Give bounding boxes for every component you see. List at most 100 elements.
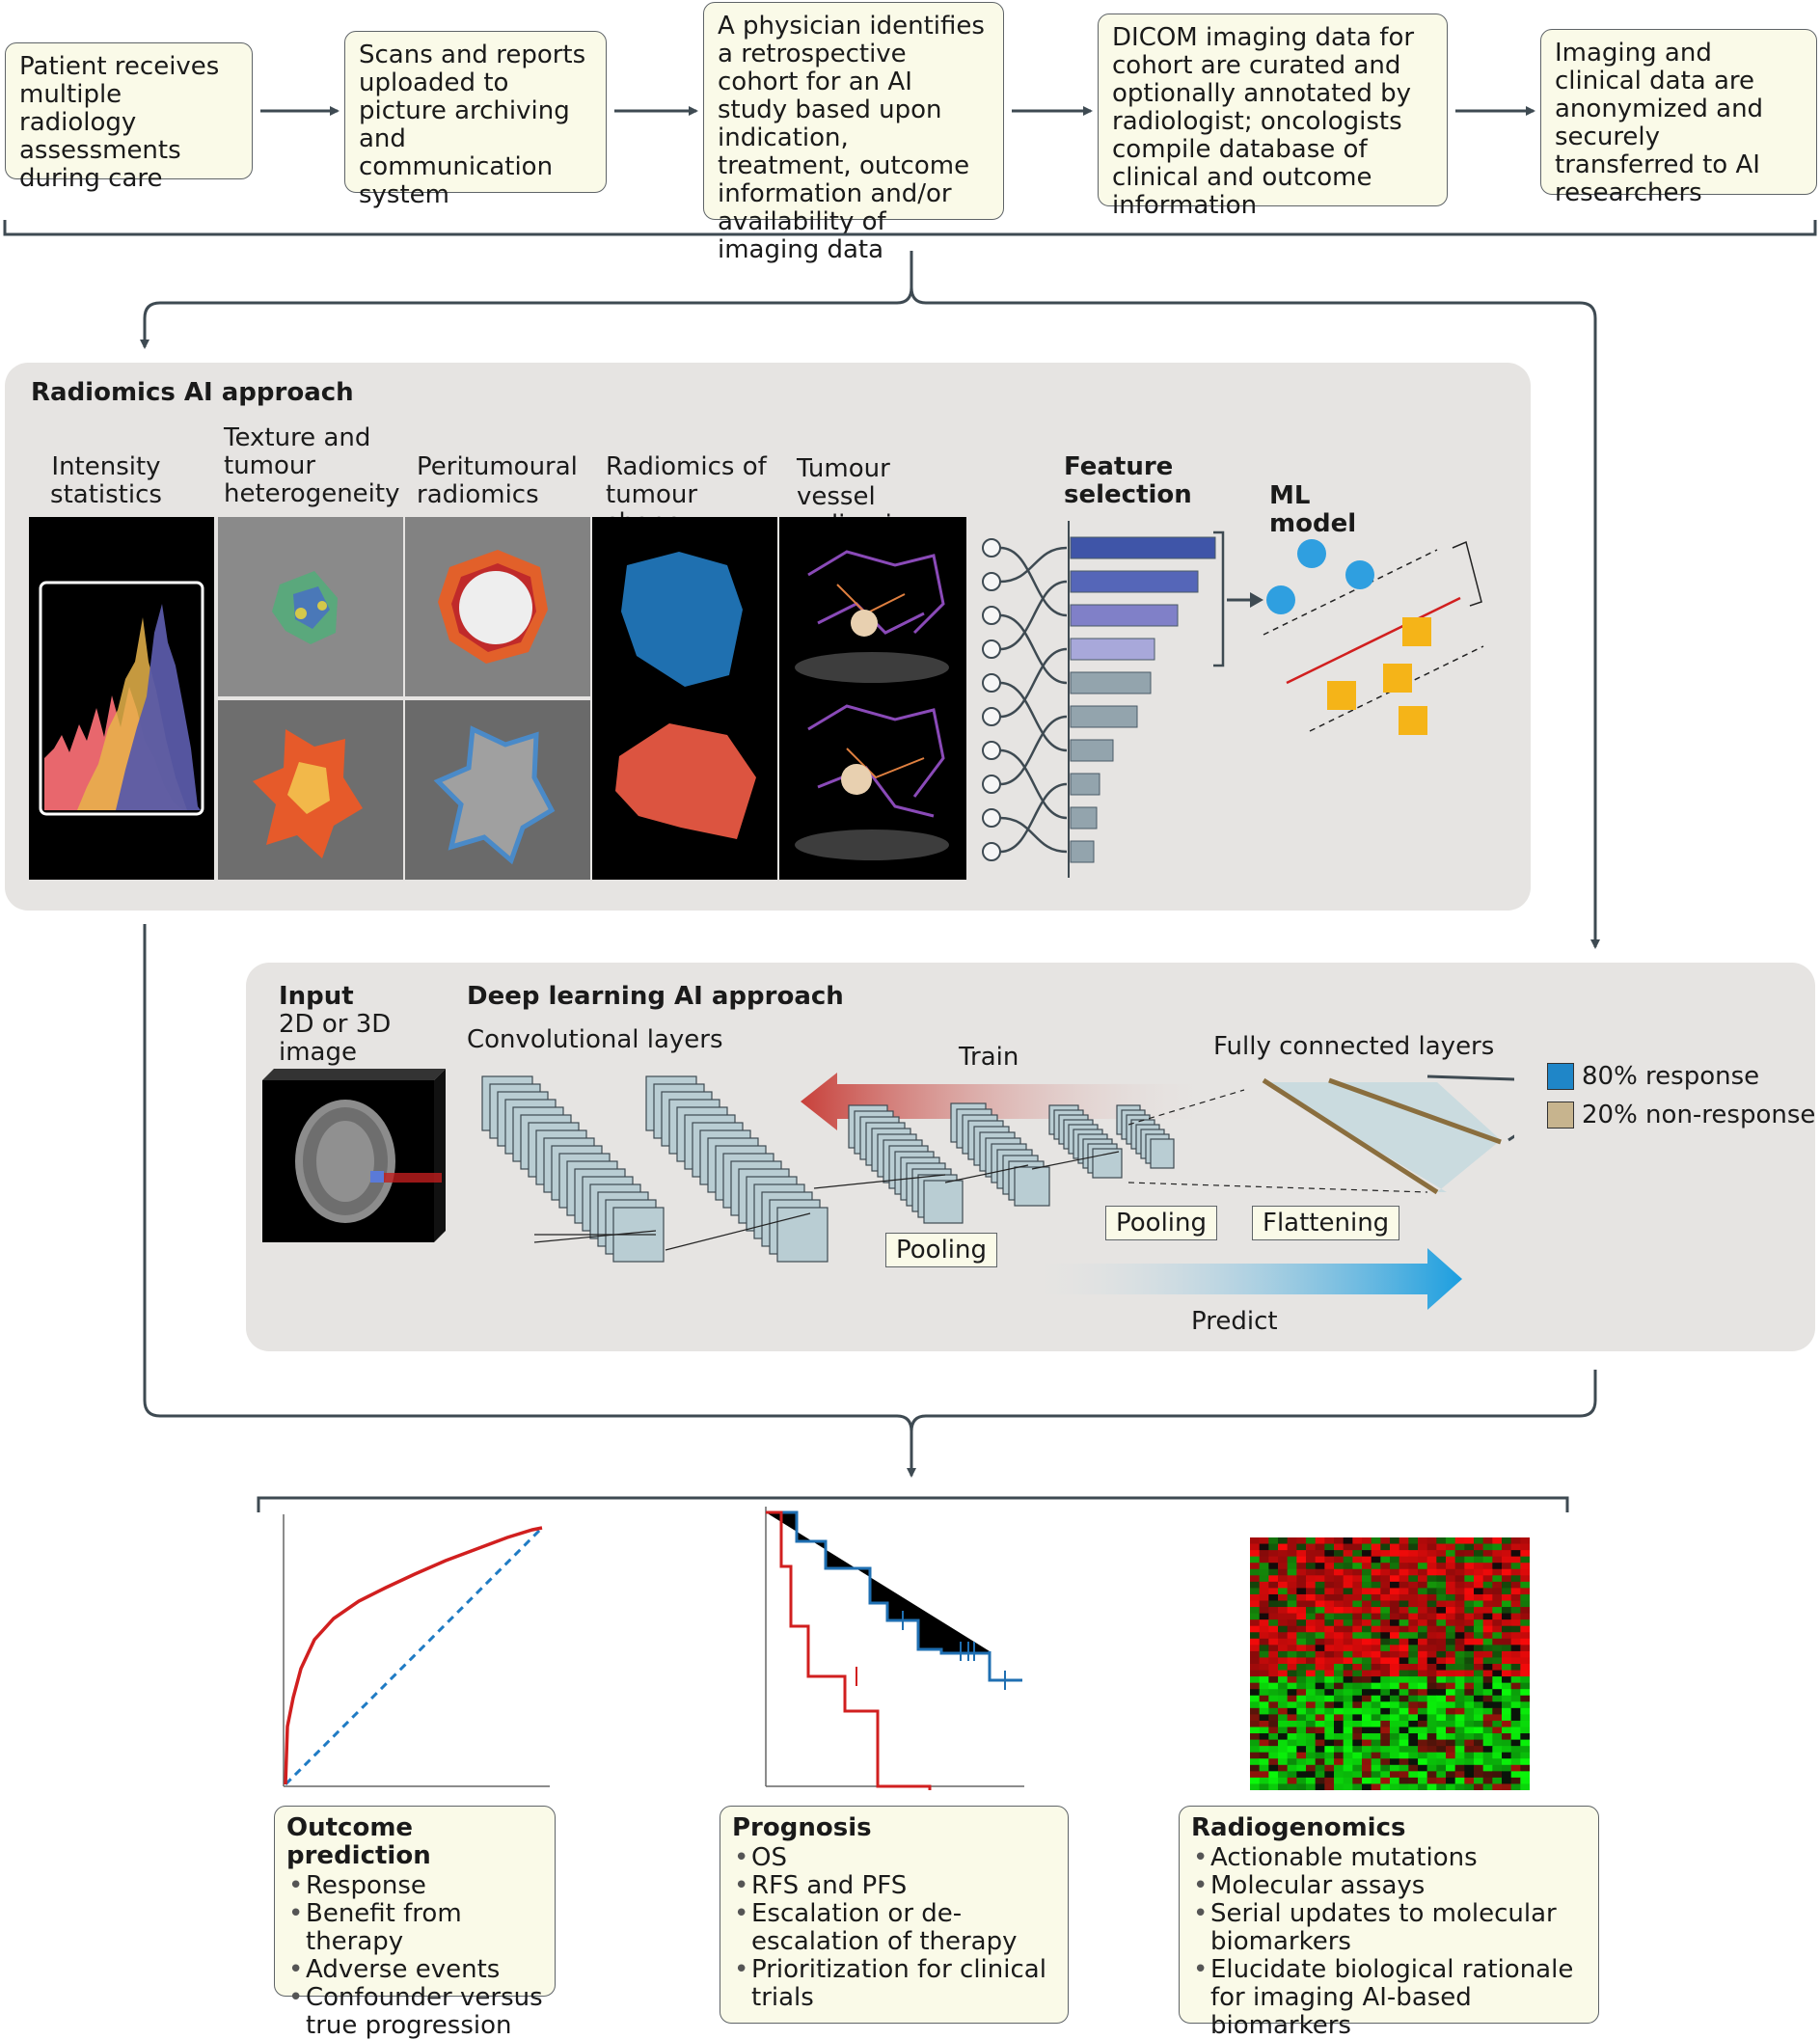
heatmap-cell: [1464, 1588, 1475, 1595]
heatmap-cell: [1380, 1543, 1391, 1551]
heatmap-cell: [1306, 1682, 1317, 1690]
heatmap-cell: [1259, 1746, 1269, 1754]
heatmap-cell: [1343, 1701, 1353, 1709]
heatmap-cell: [1278, 1714, 1289, 1722]
heatmap-cell: [1352, 1746, 1363, 1754]
pipeline-step-1: Patient receives multiple radiology asse…: [5, 42, 253, 193]
tumour-vessel-image: [779, 517, 966, 880]
heatmap-cell: [1287, 1777, 1297, 1785]
heatmap-cell: [1334, 1682, 1345, 1690]
heatmap-cell: [1334, 1537, 1345, 1545]
heatmap-cell: [1371, 1593, 1381, 1602]
heatmap-cell: [1352, 1556, 1363, 1564]
heatmap-cell: [1296, 1632, 1307, 1640]
heatmap-cell: [1510, 1764, 1521, 1772]
heatmap-cell: [1502, 1650, 1512, 1659]
heatmap-cell: [1315, 1581, 1325, 1589]
heatmap-cell: [1334, 1746, 1345, 1754]
heatmap-cell: [1474, 1638, 1484, 1646]
heatmap-cell: [1306, 1645, 1317, 1652]
heatmap-cell: [1259, 1783, 1269, 1790]
flattening-label: Flattening: [1252, 1206, 1400, 1240]
heatmap-cell: [1426, 1556, 1437, 1564]
heatmap-cell: [1296, 1657, 1307, 1665]
heatmap-cell: [1352, 1613, 1363, 1620]
heatmap-cell: [1306, 1563, 1317, 1570]
heatmap-cell: [1399, 1777, 1409, 1785]
heatmap-cell: [1446, 1632, 1456, 1640]
heatmap-cell: [1287, 1758, 1297, 1766]
heatmap-cell: [1482, 1632, 1493, 1640]
heatmap-cell: [1362, 1764, 1372, 1772]
heatmap-cell: [1362, 1600, 1372, 1608]
heatmap-cell: [1492, 1783, 1503, 1790]
heatmap-cell: [1362, 1537, 1372, 1545]
heatmap-cell: [1426, 1670, 1437, 1677]
heatmap-cell: [1510, 1689, 1521, 1697]
heatmap-cell: [1334, 1632, 1345, 1640]
heatmap-cell: [1510, 1625, 1521, 1633]
heatmap-cell: [1296, 1758, 1307, 1766]
heatmap-cell: [1454, 1682, 1465, 1690]
heatmap-cell: [1520, 1593, 1530, 1602]
heatmap-cell: [1502, 1695, 1512, 1702]
heatmap-cell: [1250, 1752, 1261, 1759]
heatmap-cell: [1380, 1657, 1391, 1665]
heatmap-cell: [1390, 1758, 1400, 1766]
heatmap-cell: [1474, 1581, 1484, 1589]
heatmap-cell: [1334, 1543, 1345, 1551]
heatmap-cell: [1408, 1664, 1419, 1672]
heatmap-cell: [1520, 1701, 1530, 1709]
heatmap-cell: [1315, 1746, 1325, 1754]
heatmap-cell: [1278, 1537, 1289, 1545]
heatmap-cell: [1315, 1783, 1325, 1790]
heatmap-cell: [1362, 1758, 1372, 1766]
heatmap-cell: [1426, 1607, 1437, 1615]
heatmap-cell: [1371, 1727, 1381, 1734]
heatmap-cell: [1510, 1727, 1521, 1734]
heatmap-cell: [1315, 1563, 1325, 1570]
pipeline-step-5: Imaging and clinical data are anonymized…: [1540, 29, 1817, 207]
heatmap-cell: [1426, 1676, 1437, 1684]
heatmap-cell: [1520, 1632, 1530, 1640]
heatmap-cell: [1296, 1676, 1307, 1684]
heatmap-cell: [1482, 1727, 1493, 1734]
heatmap-cell: [1306, 1689, 1317, 1697]
heatmap-cell: [1408, 1600, 1419, 1608]
heatmap-cell: [1380, 1771, 1391, 1779]
heatmap-cell: [1454, 1720, 1465, 1728]
heatmap-cell: [1259, 1645, 1269, 1652]
heatmap-cell: [1362, 1733, 1372, 1741]
heatmap-cell: [1510, 1707, 1521, 1715]
heatmap-cell: [1390, 1581, 1400, 1589]
heatmap-cell: [1334, 1764, 1345, 1772]
heatmap-cell: [1306, 1727, 1317, 1734]
heatmap-cell: [1482, 1670, 1493, 1677]
heatmap-cell: [1418, 1543, 1428, 1551]
heatmap-cell: [1492, 1746, 1503, 1754]
heatmap-cell: [1324, 1727, 1335, 1734]
heatmap-cell: [1296, 1764, 1307, 1772]
heatmap-cell: [1380, 1689, 1391, 1697]
brace-split-right: [910, 286, 1600, 949]
heatmap-cell: [1426, 1727, 1437, 1734]
heatmap-cell: [1418, 1657, 1428, 1665]
heatmap-cell: [1510, 1783, 1521, 1790]
heatmap-cell: [1464, 1593, 1475, 1602]
heatmap-cell: [1520, 1638, 1530, 1646]
heatmap-cell: [1380, 1645, 1391, 1652]
heatmap-cell: [1250, 1720, 1261, 1728]
heatmap-cell: [1268, 1707, 1279, 1715]
heatmap-cell: [1380, 1707, 1391, 1715]
heatmap-cell: [1315, 1568, 1325, 1576]
heatmap-cell: [1502, 1727, 1512, 1734]
heatmap-cell: [1306, 1575, 1317, 1583]
heatmap-cell: [1334, 1619, 1345, 1627]
heatmap-cell: [1436, 1758, 1447, 1766]
heatmap-cell: [1446, 1689, 1456, 1697]
heatmap-cell: [1446, 1733, 1456, 1741]
heatmap-cell: [1399, 1550, 1409, 1558]
heatmap-cell: [1343, 1664, 1353, 1672]
heatmap-cell: [1380, 1777, 1391, 1785]
heatmap-cell: [1408, 1783, 1419, 1790]
